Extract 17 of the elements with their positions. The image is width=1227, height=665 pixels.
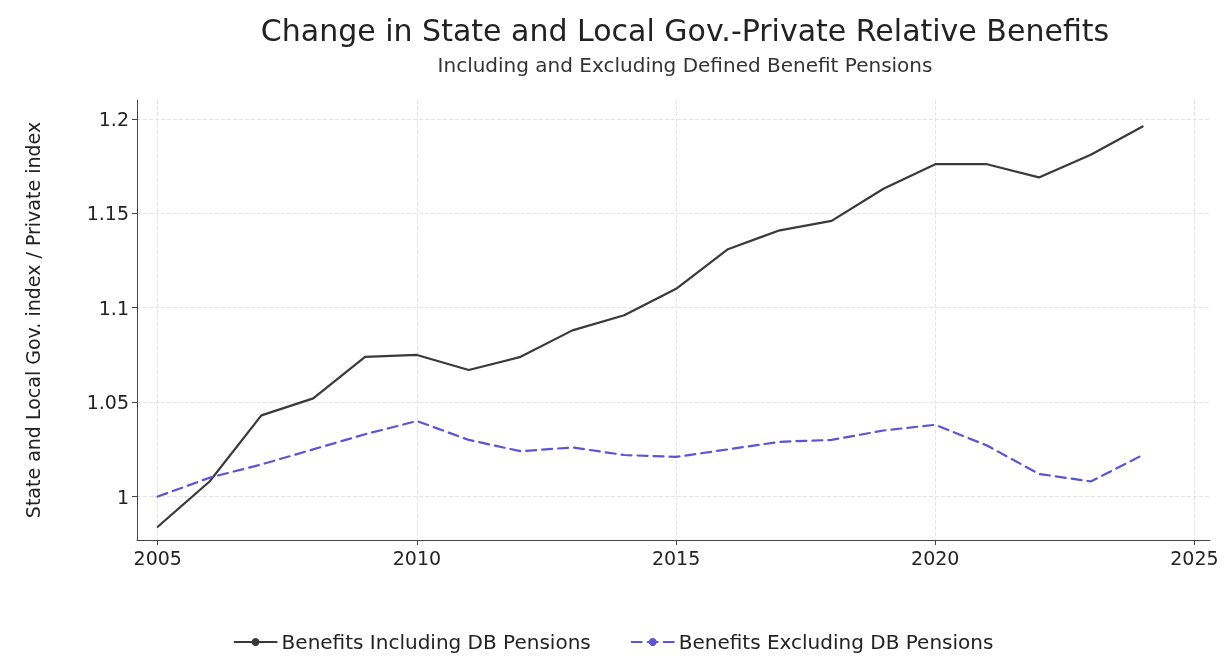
x-tick-label: 2005 [133, 546, 182, 569]
y-tick-label: 1.1 [98, 296, 129, 319]
y-tick-label: 1.2 [98, 107, 129, 130]
line-series [156, 419, 1144, 498]
legend-label: Benefits Excluding DB Pensions [678, 630, 994, 654]
y-tick-label: 1.05 [86, 391, 129, 414]
chart-subtitle: Including and Excluding Defined Benefit Pensions [437, 53, 933, 77]
line-series [156, 125, 1144, 528]
y-axis-title: State and Local Gov. index / Private index [21, 121, 44, 519]
x-tick-label: 2015 [651, 546, 701, 569]
chart-title: Change in State and Local Gov.-Private Relative Benefits [260, 12, 1110, 48]
y-tick-label: 1.15 [86, 202, 129, 225]
legend-label: Benefits Including DB Pensions [281, 630, 591, 654]
x-tick-label: 2020 [911, 546, 960, 569]
x-tick-label: 2025 [1170, 546, 1219, 569]
x-tick-label: 2010 [392, 546, 442, 569]
y-tick-label: 1 [116, 485, 129, 508]
